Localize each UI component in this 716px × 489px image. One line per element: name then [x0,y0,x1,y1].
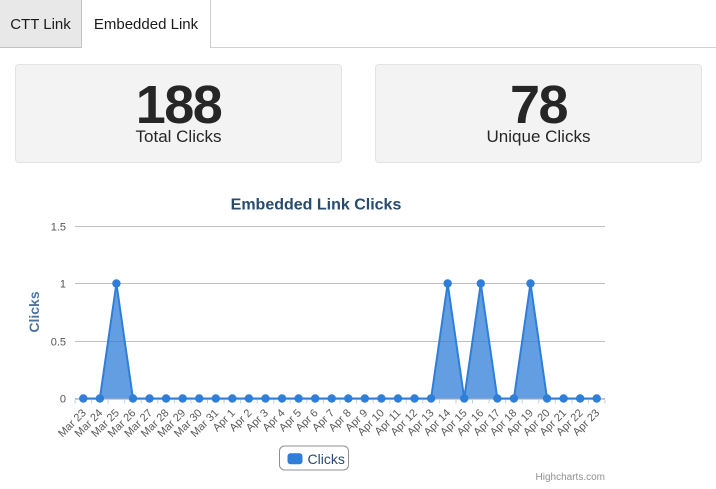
svg-text:Clicks: Clicks [308,451,345,467]
svg-text:Embedded Link Clicks: Embedded Link Clicks [231,197,402,214]
svg-text:1: 1 [60,279,66,291]
svg-text:1.5: 1.5 [51,222,66,234]
svg-text:0: 0 [60,394,66,406]
svg-text:Highcharts.com: Highcharts.com [536,472,605,483]
svg-text:0.5: 0.5 [51,337,66,349]
svg-text:Clicks: Clicks [26,291,42,332]
